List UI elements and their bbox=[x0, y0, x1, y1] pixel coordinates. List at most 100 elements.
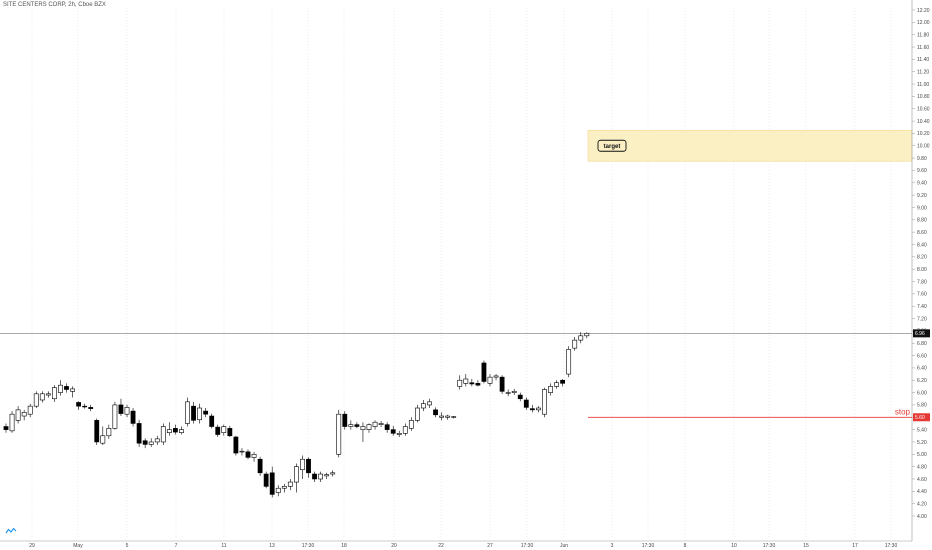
candle-body bbox=[378, 423, 384, 425]
candle-body bbox=[312, 473, 317, 480]
candle-body bbox=[21, 412, 27, 417]
candle-body bbox=[233, 436, 239, 454]
candle-body bbox=[318, 473, 323, 480]
stop-label: stop bbox=[895, 407, 911, 416]
candle-body bbox=[439, 415, 444, 418]
y-tick-label: 6.20 bbox=[917, 378, 927, 384]
annotation-layer: target stop bbox=[0, 130, 913, 418]
candle-body bbox=[463, 378, 469, 384]
candle-body bbox=[469, 382, 475, 385]
candle-body bbox=[523, 399, 529, 408]
candle-body bbox=[70, 388, 75, 392]
x-tick-label: 5 bbox=[126, 543, 129, 549]
y-tick-label: 4.00 bbox=[917, 514, 927, 520]
x-tick-label: 22 bbox=[438, 543, 444, 549]
candle-body bbox=[185, 401, 190, 424]
candle-body bbox=[142, 440, 148, 445]
x-tick-label: Jun bbox=[560, 543, 568, 549]
target-zone[interactable] bbox=[587, 130, 913, 162]
y-tick-label: 10.80 bbox=[917, 94, 930, 100]
candle-body bbox=[263, 473, 269, 487]
y-tick-label: 10.20 bbox=[917, 131, 930, 137]
x-tick-label: 20 bbox=[391, 543, 397, 549]
candle-body bbox=[287, 481, 293, 487]
time-axis[interactable]: 29 May 5 7 11 13 17:30 18 20 22 27 17:30 Jun 3 17:30 8 1… bbox=[0, 540, 912, 549]
x-tick-label: 13 bbox=[269, 543, 275, 549]
candle-body bbox=[554, 382, 559, 387]
stop-price-value: 5.60 bbox=[915, 415, 925, 421]
grid bbox=[31, 8, 892, 538]
candle-body bbox=[245, 451, 251, 458]
candle-body bbox=[118, 404, 124, 414]
candle-body bbox=[330, 472, 336, 475]
candle-body bbox=[45, 393, 51, 396]
candle-body bbox=[94, 420, 100, 443]
candle-body bbox=[427, 401, 432, 406]
candle-body bbox=[505, 392, 511, 394]
candles bbox=[3, 332, 590, 498]
candle-body bbox=[324, 474, 330, 477]
y-tick-label: 6.40 bbox=[917, 366, 927, 372]
target-label: target bbox=[604, 144, 621, 150]
x-tick-label: 17:30 bbox=[521, 543, 534, 549]
candle-body bbox=[39, 393, 45, 401]
candle-body bbox=[433, 409, 438, 416]
candle-body bbox=[58, 384, 63, 393]
candle-body bbox=[542, 389, 547, 415]
candle-body bbox=[408, 420, 414, 429]
candle-body bbox=[445, 415, 451, 418]
candle-body bbox=[560, 379, 565, 384]
y-tick-label: 8.60 bbox=[917, 230, 927, 236]
candle-body bbox=[154, 438, 160, 443]
y-tick-label: 9.00 bbox=[917, 205, 927, 211]
candle-body bbox=[517, 394, 523, 400]
y-tick-label: 12.20 bbox=[917, 8, 930, 14]
y-tick-label: 11.40 bbox=[917, 57, 929, 63]
tradingview-logo-icon[interactable] bbox=[5, 527, 17, 535]
candle-body bbox=[475, 383, 481, 386]
x-tick-label: 3 bbox=[611, 543, 614, 549]
y-tick-label: 5.40 bbox=[917, 427, 927, 433]
candle-body bbox=[112, 404, 118, 429]
candle-body bbox=[148, 441, 154, 445]
candle-body bbox=[257, 458, 263, 474]
candle-body bbox=[221, 426, 227, 433]
y-tick-label: 4.80 bbox=[917, 464, 927, 470]
candle-body bbox=[572, 339, 578, 349]
y-tick-label: 11.00 bbox=[917, 82, 929, 88]
candle-body bbox=[421, 403, 426, 409]
x-tick-label: 17 bbox=[852, 543, 858, 549]
candle-body bbox=[366, 424, 372, 430]
price-axis[interactable]: 12.20 12.00 11.80 11.60 11.40 11.20 11.00 10.80… bbox=[911, 0, 930, 541]
y-tick-label: 7.80 bbox=[917, 279, 927, 285]
y-tick-label: 5.20 bbox=[917, 440, 927, 446]
candle-body bbox=[457, 379, 463, 387]
y-tick-label: 8.20 bbox=[917, 255, 927, 261]
candle-body bbox=[227, 428, 233, 437]
candle-body bbox=[215, 426, 221, 435]
x-tick-label: 18 bbox=[341, 543, 347, 549]
y-tick-label: 11.60 bbox=[917, 45, 929, 51]
candle-body bbox=[239, 450, 245, 453]
candle-body bbox=[384, 424, 390, 430]
y-tick-label: 5.00 bbox=[917, 452, 927, 458]
candle-body bbox=[584, 333, 590, 337]
x-tick-label: 17:30 bbox=[885, 543, 898, 549]
candle-body bbox=[160, 426, 166, 443]
candle-body bbox=[82, 405, 88, 408]
candle-body bbox=[33, 393, 39, 407]
candle-body bbox=[269, 472, 275, 495]
candle-body bbox=[548, 386, 553, 393]
candle-body bbox=[3, 426, 9, 430]
candle-body bbox=[27, 405, 33, 415]
y-tick-label: 10.40 bbox=[917, 119, 930, 125]
candle-body bbox=[173, 428, 178, 433]
candle-body bbox=[88, 407, 94, 409]
candle-body bbox=[275, 487, 281, 493]
y-tick-label: 8.00 bbox=[917, 267, 927, 273]
y-tick-label: 4.60 bbox=[917, 477, 927, 483]
candle-body bbox=[9, 413, 15, 432]
x-tick-label: 17:30 bbox=[642, 543, 655, 549]
stop-price-tag bbox=[913, 413, 930, 422]
